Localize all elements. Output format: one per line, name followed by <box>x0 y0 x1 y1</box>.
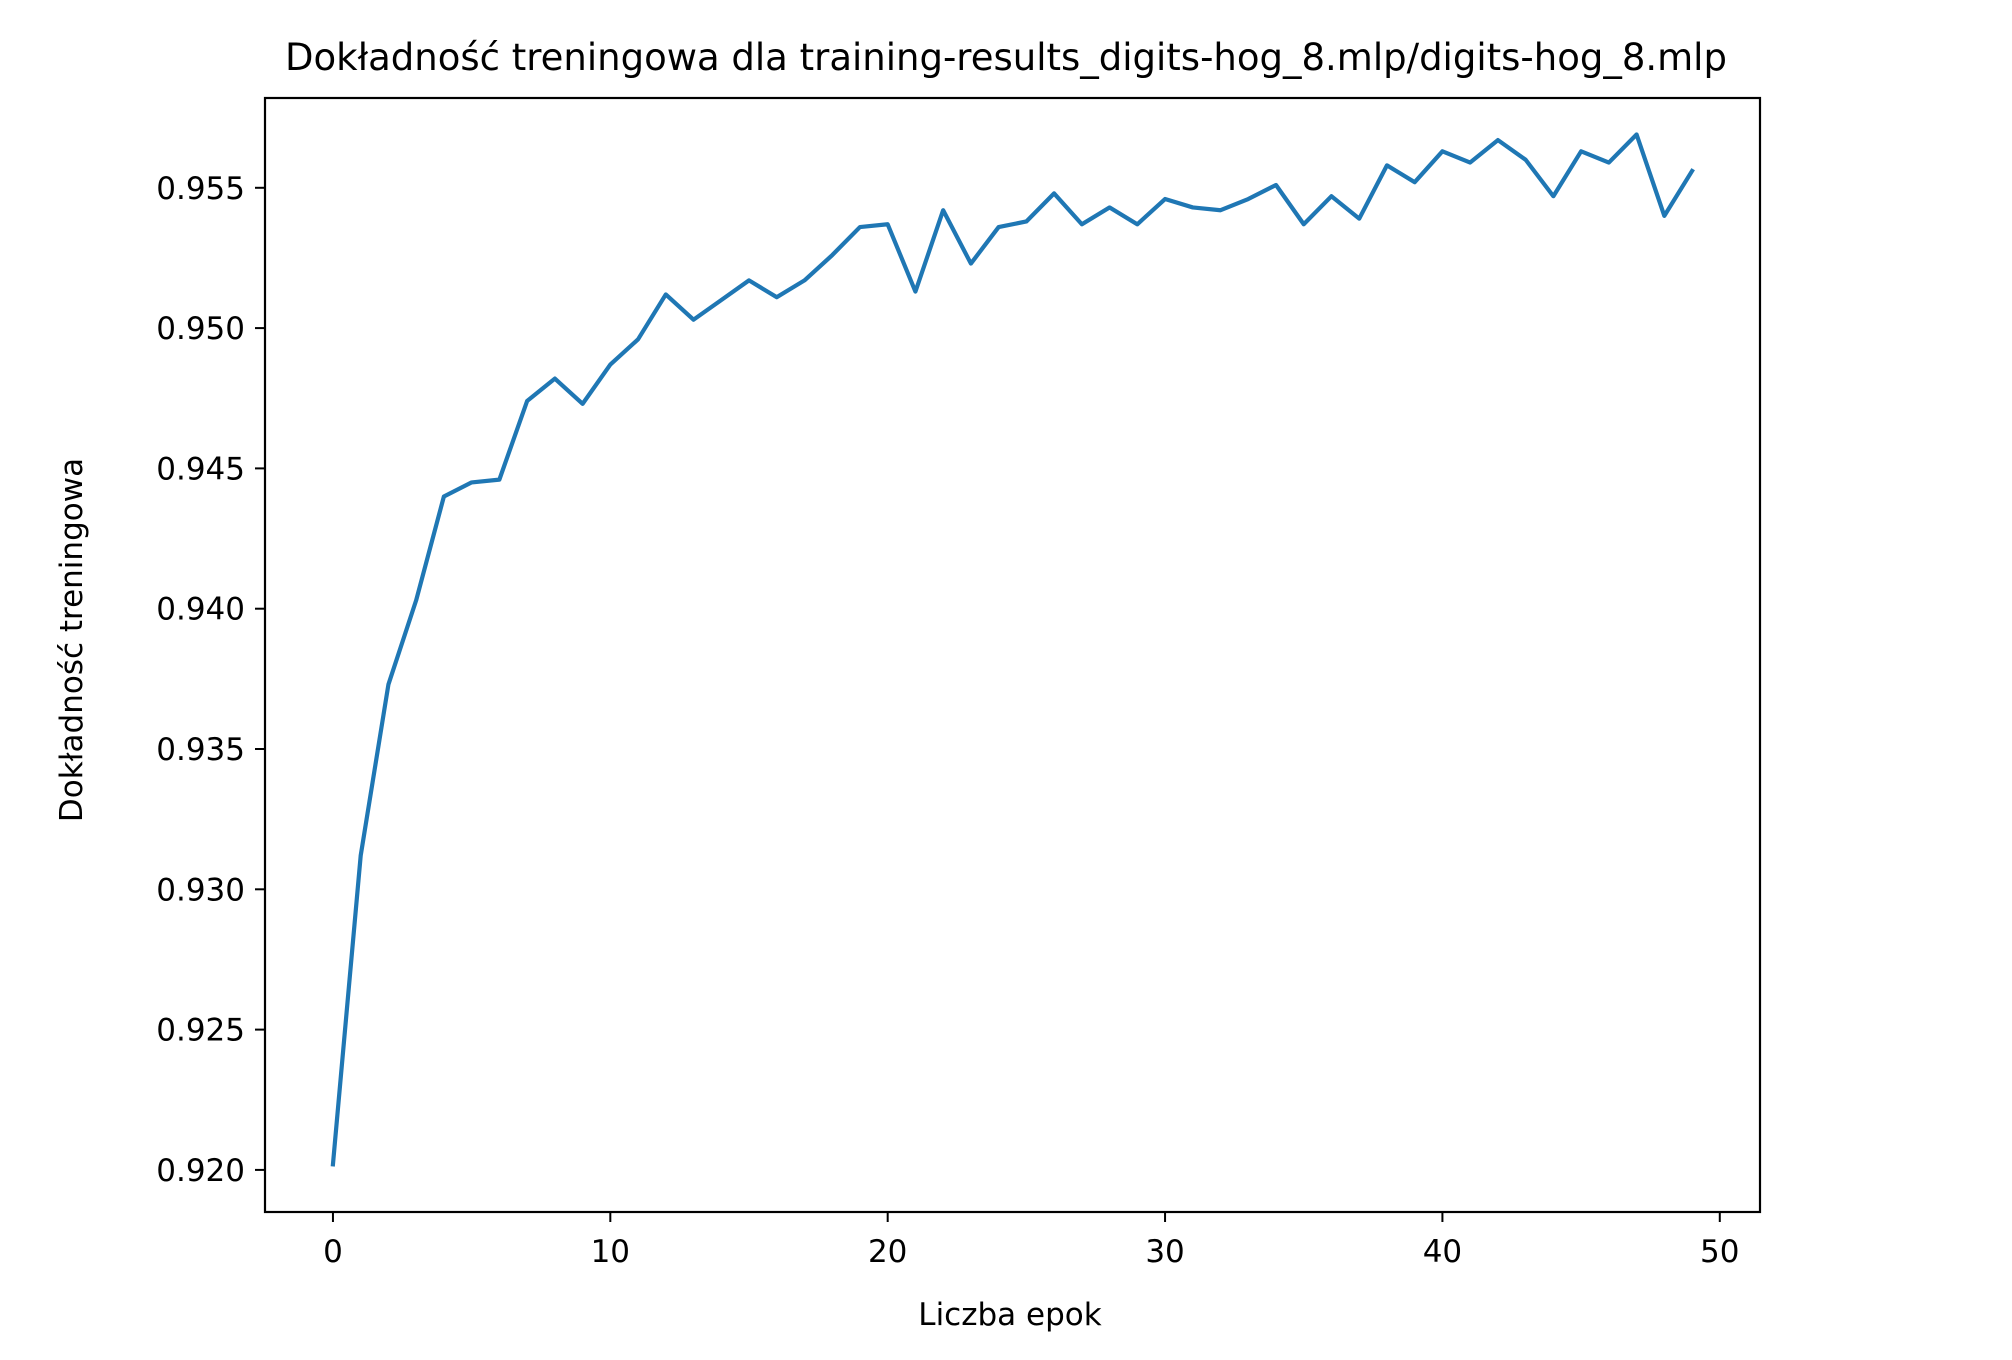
y-tick-label: 0.955 <box>156 171 245 207</box>
x-tick-label: 20 <box>868 1234 907 1270</box>
series-line-0 <box>330 132 1695 1167</box>
x-tick-label: 10 <box>591 1234 630 1270</box>
y-tick-label: 0.950 <box>156 311 245 347</box>
y-axis-label: Dokładność treningowa <box>54 458 90 822</box>
plot-area: 0 10 20 30 40 50 0.920 0.925 0.930 0.935 0.940 0.94… <box>156 96 1762 1270</box>
x-tick-label: 0 <box>323 1234 343 1270</box>
x-axis-label: Liczba epok <box>918 1297 1101 1333</box>
y-tick-label: 0.920 <box>156 1153 245 1189</box>
chart-title: Dokładność treningowa dla training-resul… <box>285 36 1727 79</box>
y-tick-label: 0.925 <box>156 1013 245 1049</box>
x-tick-label: 40 <box>1423 1234 1462 1270</box>
plot-frame <box>263 96 1762 1214</box>
y-tick-label: 0.945 <box>156 451 245 487</box>
x-tick-label: 30 <box>1145 1234 1184 1270</box>
y-tick-label: 0.930 <box>156 872 245 908</box>
y-tick-label: 0.940 <box>156 592 245 628</box>
y-tick-label: 0.935 <box>156 732 245 768</box>
x-tick-label: 50 <box>1700 1234 1739 1270</box>
